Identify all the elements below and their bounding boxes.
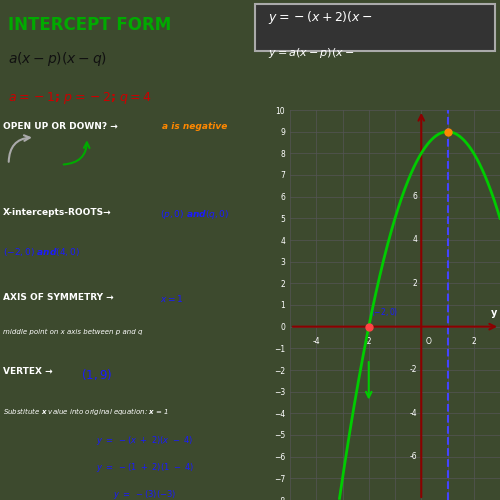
Text: $y = -(x + 2)(x - $: $y = -(x + 2)(x - $ bbox=[268, 9, 372, 26]
Text: $(-2, 0)$: $(-2, 0)$ bbox=[372, 306, 398, 318]
Text: $(p, 0)$ and$(q, 0)$: $(p, 0)$ and$(q, 0)$ bbox=[160, 208, 229, 220]
Text: VERTEX →: VERTEX → bbox=[3, 368, 52, 376]
Text: AXIS OF SYMMETRY →: AXIS OF SYMMETRY → bbox=[3, 294, 114, 302]
Text: y: y bbox=[491, 308, 498, 318]
Text: -2: -2 bbox=[410, 366, 418, 374]
Text: 2: 2 bbox=[412, 279, 418, 288]
Text: $y\ =\ -(3)(-3)$: $y\ =\ -(3)(-3)$ bbox=[114, 488, 176, 500]
Text: -2: -2 bbox=[365, 338, 372, 346]
Text: $y\ =\ -(x\ +\ 2)(x\ -\ 4)$: $y\ =\ -(x\ +\ 2)(x\ -\ 4)$ bbox=[96, 434, 194, 446]
Text: a is negative: a is negative bbox=[162, 122, 228, 130]
Text: $y = a(x - p)(x - $: $y = a(x - p)(x - $ bbox=[268, 46, 354, 60]
Text: $x = 1$: $x = 1$ bbox=[160, 294, 183, 304]
Text: $(1, 9)$: $(1, 9)$ bbox=[81, 368, 112, 382]
Text: 4: 4 bbox=[412, 236, 418, 244]
Text: 6: 6 bbox=[412, 192, 418, 201]
Text: -4: -4 bbox=[312, 338, 320, 346]
Text: Substitute $\bfit{x}$ value into original equation: $\bfit{x}$ = 1: Substitute $\bfit{x}$ value into origina… bbox=[3, 406, 169, 418]
Text: X-intercepts-ROOTS→: X-intercepts-ROOTS→ bbox=[3, 208, 112, 216]
Text: INTERCEPT FORM: INTERCEPT FORM bbox=[8, 16, 171, 34]
Text: $a(x - p)(x - q)$: $a(x - p)(x - q)$ bbox=[8, 50, 106, 68]
Text: -6: -6 bbox=[410, 452, 418, 461]
Text: 2: 2 bbox=[472, 338, 476, 346]
Text: O: O bbox=[425, 338, 431, 346]
FancyBboxPatch shape bbox=[255, 4, 495, 51]
Text: OPEN UP OR DOWN? →: OPEN UP OR DOWN? → bbox=[3, 122, 117, 130]
Text: -4: -4 bbox=[410, 409, 418, 418]
Text: $a = -1$; $p = -2$; $q = 4$: $a = -1$; $p = -2$; $q = 4$ bbox=[8, 90, 152, 106]
Text: $(-2, 0)$ and$(4, 0)$: $(-2, 0)$ and$(4, 0)$ bbox=[3, 246, 80, 258]
Text: $y\ =\ -(1\ +\ 2)(1\ -\ 4)$: $y\ =\ -(1\ +\ 2)(1\ -\ 4)$ bbox=[96, 461, 194, 474]
Text: middle point on x axis between p and q: middle point on x axis between p and q bbox=[3, 328, 142, 334]
